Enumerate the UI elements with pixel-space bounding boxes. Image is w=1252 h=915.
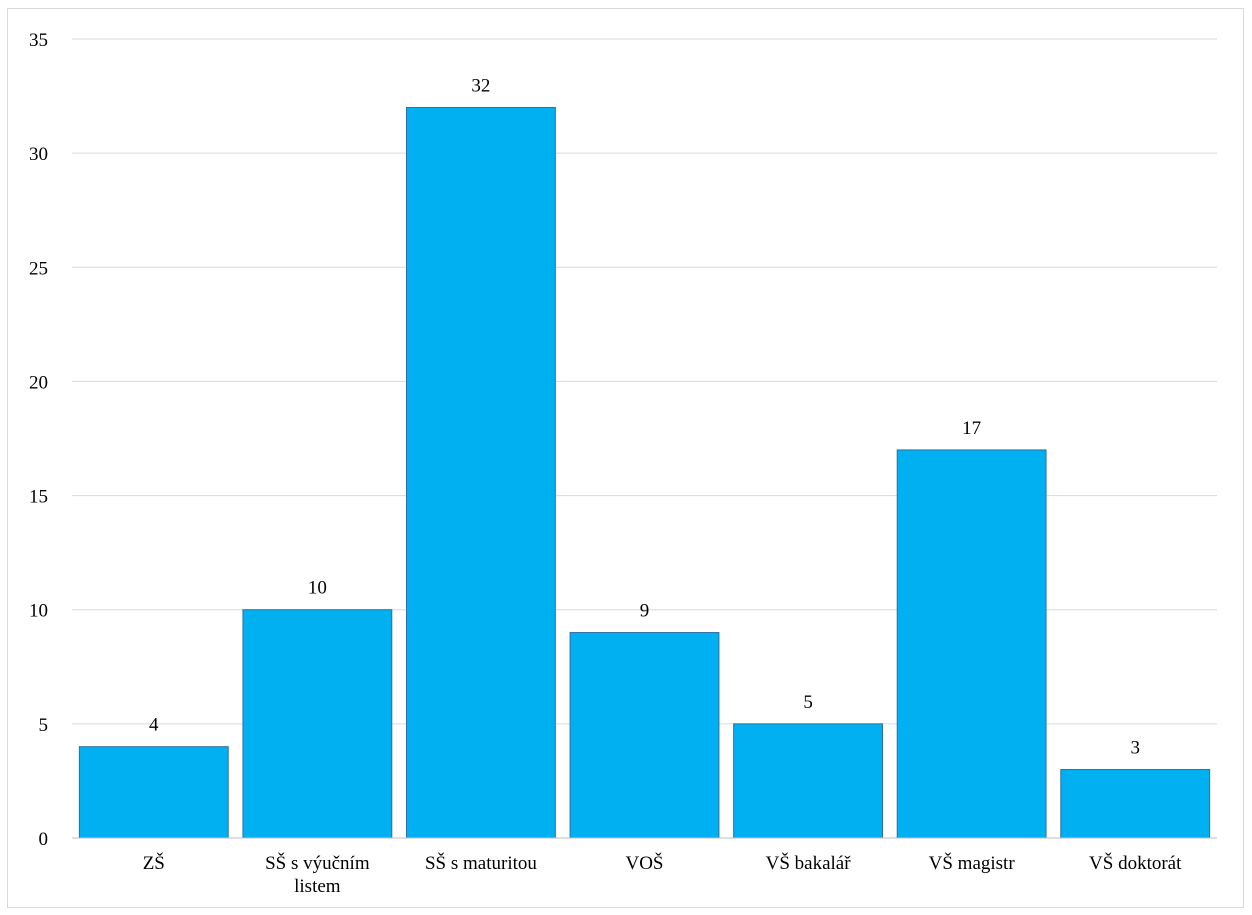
bar [242, 609, 393, 839]
y-tick-label: 25 [29, 258, 48, 279]
data-label: 10 [308, 578, 327, 599]
category-label-line: SŠ s maturitou [425, 852, 537, 874]
y-tick-label: 15 [29, 487, 48, 508]
data-label: 5 [803, 692, 813, 713]
category-label-line: VŠ magistr [929, 852, 1016, 874]
data-label: 9 [640, 601, 650, 622]
bar [733, 723, 883, 839]
y-axis-ticks: 0 5 10 15 20 25 30 35 [29, 30, 48, 850]
category-label: VŠ doktorát [1089, 852, 1182, 874]
category-label: VŠ bakalář [766, 852, 852, 874]
bar [569, 632, 720, 839]
bar [896, 449, 1047, 839]
bar [78, 746, 229, 839]
y-tick-label: 30 [29, 144, 48, 165]
category-label-line: listem [294, 876, 341, 897]
category-label-line: VŠ bakalář [766, 852, 852, 874]
y-tick-label: 5 [39, 715, 49, 736]
y-tick-label: 10 [29, 601, 48, 622]
y-tick-label: 35 [29, 30, 48, 51]
category-label: VOŠ [625, 852, 663, 874]
y-tick-label: 0 [39, 829, 49, 850]
data-label: 3 [1130, 738, 1140, 759]
category-label-line: ZŠ [143, 852, 165, 874]
category-label-line: SŠ s výučním [265, 852, 370, 874]
category-label-line: VOŠ [625, 852, 663, 874]
data-label: 32 [471, 75, 490, 96]
bar [1060, 769, 1211, 839]
category-label: SŠ s maturitou [425, 852, 537, 874]
data-label: 17 [962, 418, 981, 439]
bar [406, 106, 556, 839]
category-label: ZŠ [143, 852, 165, 874]
category-label-line: VŠ doktorát [1089, 852, 1182, 874]
category-label: SŠ s výučním listem [265, 852, 370, 897]
data-label: 4 [149, 715, 159, 736]
data-labels: 4 10 32 9 5 17 3 [149, 75, 1140, 758]
y-tick-label: 20 [29, 372, 48, 393]
category-labels: ZŠ SŠ s výučním listem SŠ s maturitou VOŠ VŠ … [143, 852, 1182, 897]
bars [78, 106, 1211, 839]
category-label: VŠ magistr [929, 852, 1016, 874]
